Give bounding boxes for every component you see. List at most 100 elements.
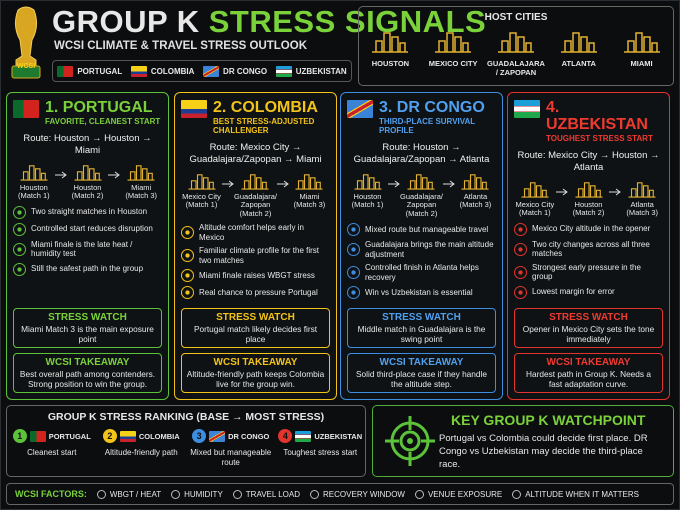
point: Familiar climate profile for the first t… bbox=[181, 246, 330, 265]
point-text: Altitude comfort helps early in Mexico bbox=[199, 223, 304, 242]
rank-item: 1 PORTUGAL Cleanest start bbox=[10, 429, 94, 468]
point: Controlled start reduces disruption bbox=[13, 222, 162, 236]
card-header: 1. PORTUGAL FAVORITE, CLEANEST START bbox=[13, 99, 162, 126]
stop-city: Guadalajara/ Zapopan bbox=[234, 191, 277, 209]
takeaway-text: Altitude-friendly path keeps Colombia li… bbox=[186, 369, 325, 389]
rank-number: 1 bbox=[12, 429, 27, 443]
arrow bbox=[276, 180, 289, 188]
card-heading: 4. UZBEKISTAN TOUGHEST STRESS START bbox=[546, 99, 663, 143]
point: Mexico City altitude in the opener bbox=[514, 222, 663, 236]
rank-note: Altitude-friendly path bbox=[104, 448, 178, 457]
rank-team: DR CONGO bbox=[228, 431, 270, 441]
stop: Houston (Match 1) bbox=[13, 161, 55, 201]
points: Mixed route but manageable travel Guadala… bbox=[347, 223, 496, 299]
stop-city: Houston bbox=[19, 182, 48, 192]
card-title: 4. UZBEKISTAN bbox=[546, 99, 648, 133]
stop-match: (Match 2) bbox=[572, 208, 605, 217]
card-subtitle: BEST STRESS-ADJUSTED CHALLENGER bbox=[213, 117, 315, 135]
arrow bbox=[442, 180, 455, 188]
point-icon bbox=[514, 265, 527, 279]
stress-watch-text: Opener in Mexico City sets the tone imme… bbox=[522, 324, 655, 344]
stop: Atlanta (Match 3) bbox=[455, 170, 496, 210]
rank-note: Toughest stress start bbox=[283, 448, 358, 457]
flag bbox=[130, 65, 147, 77]
stops: Mexico City (Match 1) Guadalajara/ Zapopan… bbox=[181, 170, 330, 218]
host-city-label: HOUSTON bbox=[371, 59, 410, 68]
point: Real chance to pressure Portugal bbox=[181, 286, 330, 299]
stop-match: (Match 2) bbox=[239, 208, 272, 218]
takeaway: WCSI TAKEAWAY Hardest path in Group K. Ne… bbox=[514, 353, 663, 393]
city-icon bbox=[613, 25, 671, 60]
team-card: 4. UZBEKISTAN TOUGHEST STRESS START Route:… bbox=[507, 92, 670, 400]
point-icon bbox=[13, 222, 26, 236]
stress-watch-title: STRESS WATCH bbox=[549, 312, 628, 323]
stop-city: Mexico City bbox=[182, 191, 221, 201]
rank-item: 3 DR CONGO Mixed but manageable route bbox=[189, 429, 273, 468]
point-icon bbox=[181, 269, 194, 282]
host-city: MEXICO CITY bbox=[424, 25, 482, 77]
flag bbox=[209, 430, 226, 442]
team-legend-item: COLOMBIA bbox=[130, 65, 194, 77]
stop: Houston (Match 2) bbox=[568, 178, 610, 218]
arrow bbox=[108, 171, 121, 179]
host-cities-title: HOST CITIES bbox=[484, 12, 548, 23]
rank-note: Mixed but manageable route bbox=[190, 448, 272, 467]
stop-city: Guadalajara/ Zapopan bbox=[400, 191, 443, 209]
rank-item: 4 UZBEKISTAN Toughest stress start bbox=[278, 429, 362, 468]
flag bbox=[347, 100, 373, 118]
watchpoint-text: Portugal vs Colombia could decide first … bbox=[439, 433, 648, 470]
flag bbox=[295, 430, 312, 442]
flag bbox=[57, 65, 74, 77]
point-text: Win vs Uzbekistan is essential bbox=[365, 287, 473, 297]
card-heading: 3. DR CONGO THIRD-PLACE SURVIVAL PROFILE bbox=[379, 99, 496, 135]
stress-watch-title: STRESS WATCH bbox=[382, 312, 461, 323]
takeaway: WCSI TAKEAWAY Altitude-friendly path keep… bbox=[181, 353, 330, 393]
factor-icon bbox=[96, 489, 106, 499]
arrow bbox=[609, 188, 622, 196]
target-icon bbox=[385, 416, 435, 466]
rank-team: COLOMBIA bbox=[138, 431, 180, 441]
point-text: Controlled start reduces disruption bbox=[31, 224, 153, 234]
point: Miami finale raises WBGT stress bbox=[181, 269, 330, 282]
watchpoint-panel: KEY GROUP K WATCHPOINT Portugal vs Colom… bbox=[372, 405, 674, 477]
factor: WBGT / HEAT bbox=[96, 489, 161, 499]
point: Lowest margin for error bbox=[514, 285, 663, 299]
flag bbox=[514, 100, 540, 118]
point: Guadalajara brings the main altitude adj… bbox=[347, 240, 496, 259]
stop-city: Mexico City bbox=[515, 199, 555, 209]
stop: Atlanta (Match 3) bbox=[621, 178, 663, 218]
route: Route: Houston → Houston → Miami bbox=[23, 133, 152, 156]
point-text: Controlled finish in Atlanta helps recov… bbox=[365, 263, 479, 282]
stop-city: Miami bbox=[131, 182, 152, 192]
rank-number: 4 bbox=[278, 429, 293, 443]
factor: TRAVEL LOAD bbox=[232, 489, 300, 499]
city-icon bbox=[550, 25, 608, 60]
stress-watch-text: Portugal match likely decides first plac… bbox=[193, 324, 318, 344]
takeaway-text: Hardest path in Group K. Needs a fast ad… bbox=[526, 369, 651, 389]
rank-number: 3 bbox=[192, 429, 207, 443]
stop-city: Atlanta bbox=[630, 199, 654, 209]
takeaway: WCSI TAKEAWAY Solid third-place case if t… bbox=[347, 353, 496, 393]
stop-city: Houston bbox=[73, 182, 102, 192]
stress-watch: STRESS WATCH Middle match in Guadalajara … bbox=[347, 308, 496, 348]
stress-watch: STRESS WATCH Opener in Mexico City sets t… bbox=[514, 308, 663, 348]
stress-watch-text: Middle match in Guadalajara is the swing… bbox=[357, 324, 486, 344]
rank-head: 4 UZBEKISTAN bbox=[278, 429, 362, 443]
takeaway-text: Best overall path among contenders. Stro… bbox=[19, 369, 156, 389]
point: Two straight matches in Houston bbox=[13, 205, 162, 219]
point: Still the safest path in the group bbox=[13, 262, 162, 276]
stop-match: (Match 2) bbox=[71, 191, 104, 200]
stop-match: (Match 3) bbox=[125, 191, 158, 200]
point-icon bbox=[514, 242, 527, 256]
footer: WCSI FACTORS: WBGT / HEAT HUMIDITY TRAVEL … bbox=[6, 483, 674, 505]
factor-icon bbox=[232, 489, 242, 499]
rank-head: 2 COLOMBIA bbox=[99, 429, 183, 443]
point-text: Miami finale is the late heat / humidity… bbox=[31, 239, 133, 259]
rank-team: UZBEKISTAN bbox=[314, 431, 363, 441]
arrow bbox=[388, 180, 400, 188]
rank-team: PORTUGAL bbox=[48, 431, 91, 441]
team-legend-item: DR CONGO bbox=[203, 65, 267, 77]
title-main: GROUP K bbox=[52, 4, 200, 39]
point-icon bbox=[181, 226, 194, 239]
stop: Mexico City (Match 1) bbox=[181, 170, 222, 210]
